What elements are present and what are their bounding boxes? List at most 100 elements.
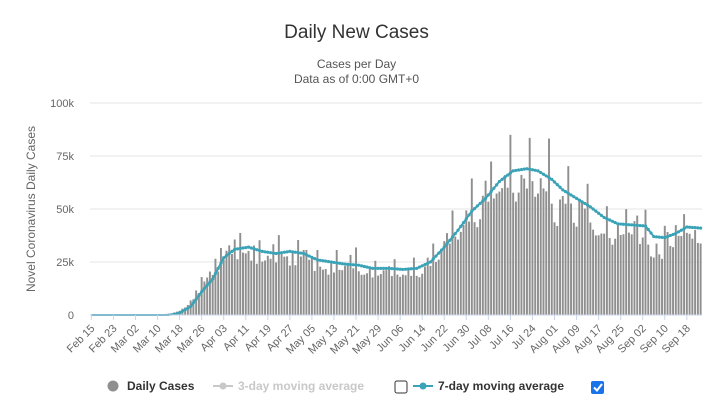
daily-cases-bar[interactable] — [219, 248, 222, 315]
daily-cases-bar[interactable] — [487, 201, 490, 315]
daily-cases-bar[interactable] — [490, 161, 493, 315]
seven-day-average-point[interactable] — [459, 224, 463, 228]
daily-cases-bar[interactable] — [465, 210, 468, 315]
seven-day-average-point[interactable] — [313, 257, 317, 261]
daily-cases-bar[interactable] — [266, 255, 269, 315]
seven-day-average-point[interactable] — [238, 246, 242, 251]
seven-day-average-point[interactable] — [699, 226, 703, 230]
seven-day-average-point[interactable] — [404, 267, 408, 271]
seven-day-average-point[interactable] — [362, 264, 366, 269]
daily-cases-bar[interactable] — [214, 258, 217, 315]
seven-day-average-point[interactable] — [329, 260, 333, 264]
seven-day-average-point[interactable] — [180, 309, 184, 313]
seven-day-average-point[interactable] — [690, 225, 694, 230]
daily-cases-bar[interactable] — [572, 222, 575, 315]
daily-cases-bar[interactable] — [288, 265, 291, 315]
seven-day-average-point[interactable] — [186, 306, 190, 310]
daily-cases-bar[interactable] — [415, 275, 418, 315]
seven-day-average-point[interactable] — [337, 261, 342, 265]
seven-day-average-point[interactable] — [665, 234, 670, 239]
seven-day-average-point[interactable] — [464, 217, 468, 221]
seven-day-average-point[interactable] — [263, 250, 267, 254]
daily-cases-bar[interactable] — [388, 266, 391, 315]
seven-day-average-point[interactable] — [547, 176, 551, 180]
seven-day-average-point[interactable] — [381, 266, 386, 270]
daily-cases-bar[interactable] — [479, 219, 482, 315]
daily-cases-bar[interactable] — [672, 247, 675, 315]
seven-day-average-point[interactable] — [679, 228, 683, 232]
daily-cases-bar[interactable] — [355, 247, 357, 315]
seven-day-average-point[interactable] — [472, 206, 477, 211]
seven-day-average-point[interactable] — [530, 168, 535, 172]
daily-cases-bar[interactable] — [451, 210, 454, 315]
daily-cases-bar[interactable] — [360, 274, 363, 315]
daily-cases-bar[interactable] — [509, 134, 512, 315]
daily-cases-bar[interactable] — [586, 183, 589, 315]
daily-cases-bar[interactable] — [399, 276, 402, 315]
seven-day-average-point[interactable] — [442, 245, 446, 249]
seven-day-average-point[interactable] — [445, 242, 449, 246]
daily-cases-bar[interactable] — [324, 269, 327, 315]
daily-cases-bar[interactable] — [597, 235, 600, 315]
daily-cases-bar[interactable] — [534, 196, 537, 315]
daily-cases-bar[interactable] — [426, 257, 429, 315]
daily-cases-bar[interactable] — [203, 281, 206, 315]
daily-cases-bar[interactable] — [446, 233, 448, 315]
daily-cases-bar[interactable] — [542, 188, 545, 315]
daily-cases-bar[interactable] — [661, 258, 663, 315]
seven-day-average-point[interactable] — [224, 254, 229, 258]
seven-day-average-point[interactable] — [277, 251, 281, 255]
seven-day-average-point[interactable] — [621, 222, 626, 226]
seven-day-average-point[interactable] — [420, 264, 424, 268]
seven-day-average-point[interactable] — [230, 249, 234, 253]
seven-day-average-point[interactable] — [566, 191, 570, 195]
seven-day-average-point[interactable] — [266, 250, 270, 254]
ma3-checkbox[interactable] — [394, 380, 408, 394]
seven-day-average-point[interactable] — [555, 183, 559, 187]
daily-cases-bar[interactable] — [313, 270, 316, 315]
daily-cases-bar[interactable] — [239, 232, 242, 315]
daily-cases-bar[interactable] — [481, 195, 484, 315]
seven-day-average-point[interactable] — [519, 167, 524, 172]
daily-cases-bar[interactable] — [685, 232, 688, 315]
seven-day-average-point[interactable] — [373, 266, 377, 270]
daily-cases-bar[interactable] — [208, 271, 211, 315]
seven-day-average-point[interactable] — [255, 248, 259, 252]
daily-cases-bar[interactable] — [338, 269, 341, 315]
seven-day-average-point[interactable] — [409, 267, 413, 271]
daily-cases-bar[interactable] — [366, 273, 369, 315]
seven-day-average-point[interactable] — [638, 223, 642, 228]
daily-cases-bar[interactable] — [473, 222, 476, 315]
seven-day-average-point[interactable] — [288, 249, 292, 253]
daily-cases-bar[interactable] — [412, 257, 415, 315]
daily-cases-bar[interactable] — [674, 225, 677, 315]
seven-day-average-point[interactable] — [641, 224, 645, 228]
daily-cases-bar[interactable] — [217, 271, 220, 315]
seven-day-average-point[interactable] — [208, 280, 212, 284]
seven-day-average-point[interactable] — [497, 179, 501, 184]
seven-day-average-point[interactable] — [580, 200, 584, 204]
daily-cases-bar[interactable] — [418, 277, 421, 315]
daily-cases-bar[interactable] — [523, 178, 526, 315]
seven-day-average-point[interactable] — [632, 223, 637, 227]
seven-day-average-point[interactable] — [643, 224, 648, 228]
seven-day-average-point[interactable] — [302, 251, 306, 256]
seven-day-average-point[interactable] — [514, 168, 518, 173]
daily-cases-bar[interactable] — [495, 193, 498, 315]
seven-day-average-point[interactable] — [500, 177, 504, 181]
seven-day-average-point[interactable] — [376, 266, 380, 270]
seven-day-average-point[interactable] — [177, 311, 182, 315]
seven-day-average-point[interactable] — [550, 177, 554, 181]
daily-cases-bar[interactable] — [459, 231, 462, 315]
seven-day-average-point[interactable] — [415, 266, 419, 270]
daily-cases-bar[interactable] — [650, 256, 652, 315]
daily-cases-bar[interactable] — [195, 290, 198, 315]
seven-day-average-point[interactable] — [222, 256, 226, 260]
daily-cases-bar[interactable] — [382, 270, 385, 315]
daily-cases-bar[interactable] — [264, 260, 267, 315]
daily-cases-bar[interactable] — [669, 245, 672, 315]
daily-cases-bar[interactable] — [647, 244, 650, 315]
seven-day-average-point[interactable] — [649, 231, 653, 235]
seven-day-average-point[interactable] — [332, 260, 336, 265]
seven-day-average-point[interactable] — [552, 180, 557, 184]
